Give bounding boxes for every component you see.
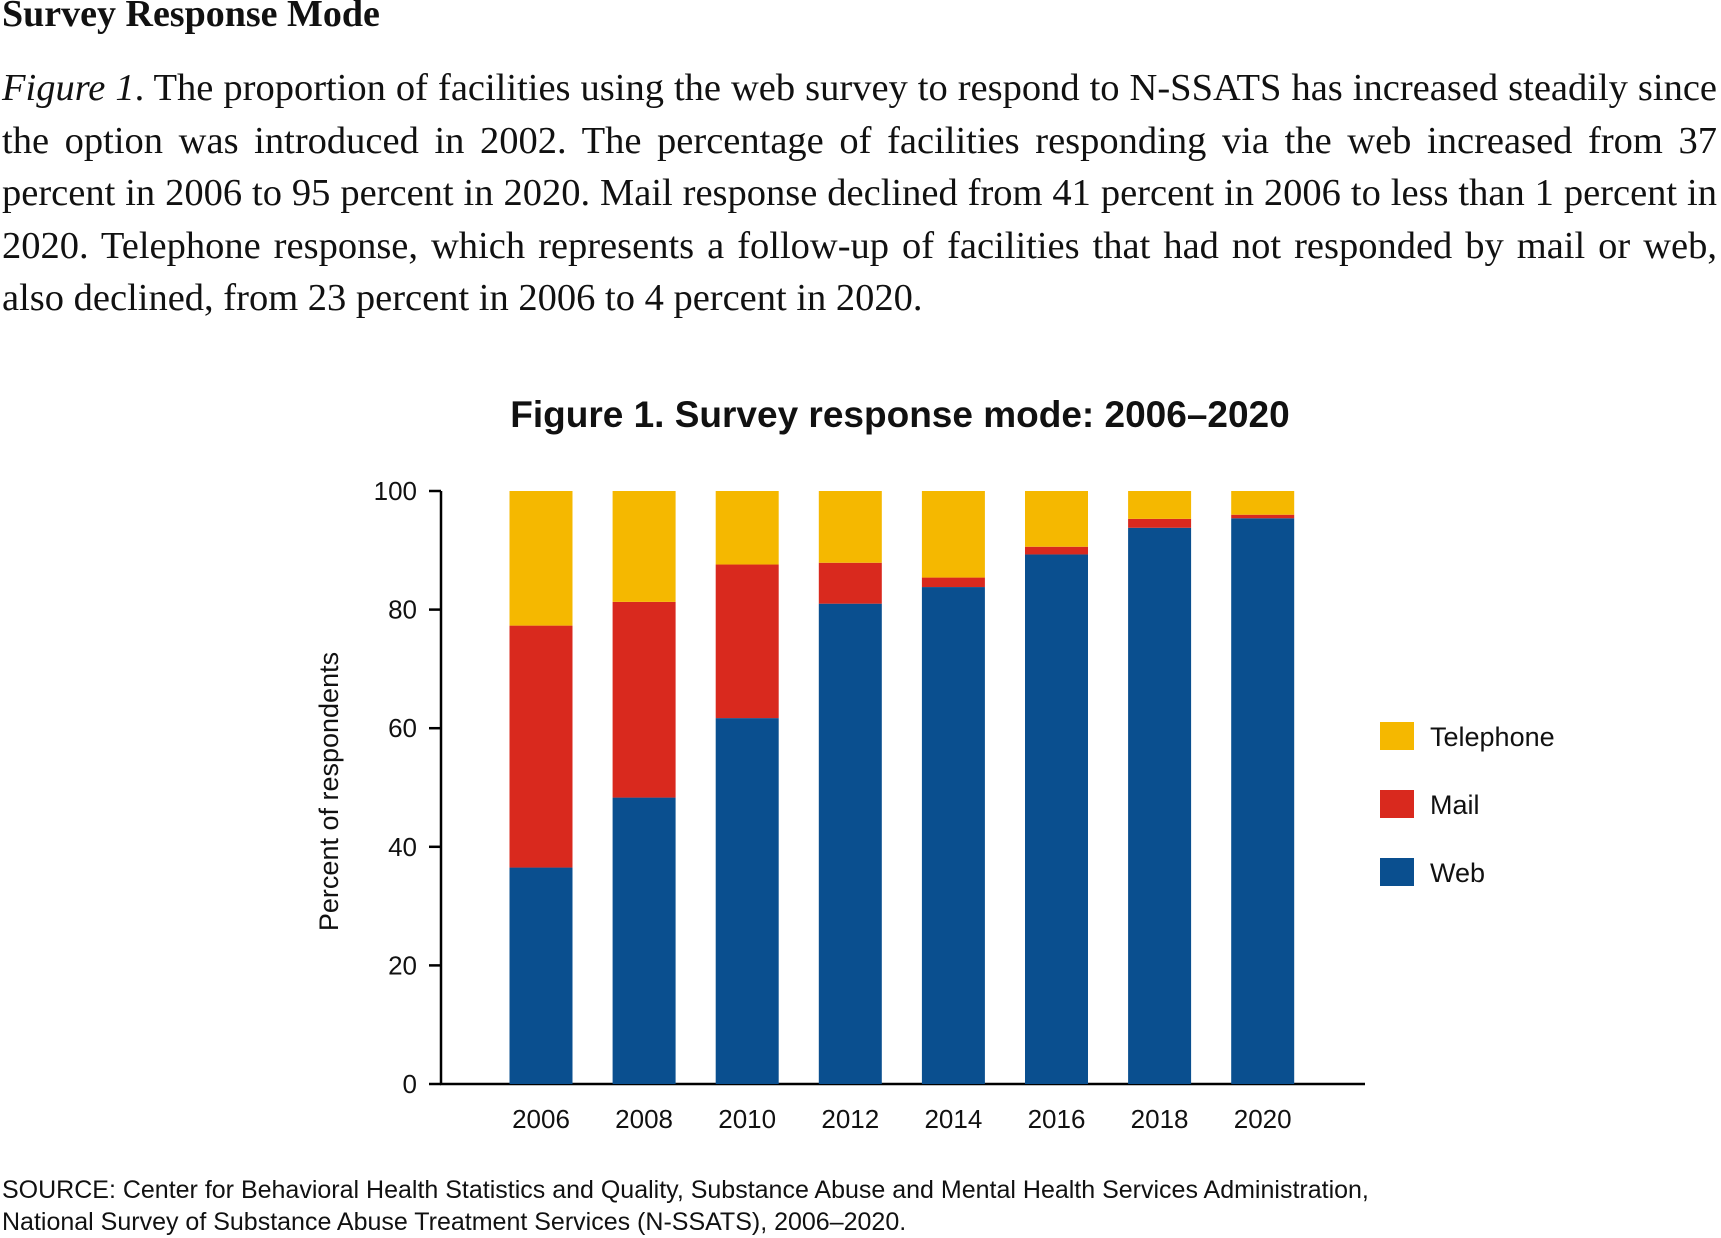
x-tick-label: 2018 (1131, 1104, 1189, 1134)
bar-web-2020 (1231, 518, 1295, 1084)
legend-label-mail: Mail (1430, 790, 1480, 820)
legend-swatch-telephone (1380, 722, 1414, 750)
source-line-2: National Survey of Substance Abuse Treat… (2, 1208, 907, 1236)
bar-web-2006 (509, 867, 573, 1084)
caption-label: Figure 1 (2, 67, 135, 109)
legend-label-web: Web (1430, 858, 1485, 888)
legend-swatch-web (1380, 858, 1414, 886)
caption-text: . The proportion of facilities using the… (2, 67, 1717, 319)
bar-mail-2006 (509, 625, 573, 868)
y-tick-label: 40 (388, 832, 417, 862)
x-tick-label: 2006 (512, 1104, 570, 1134)
bar-web-2010 (715, 718, 779, 1084)
legend-label-telephone: Telephone (1430, 722, 1555, 752)
x-tick-label: 2020 (1234, 1104, 1292, 1134)
bar-telephone-2006 (509, 491, 573, 626)
bar-mail-2018 (1128, 518, 1192, 528)
bar-web-2014 (921, 587, 985, 1084)
bar-web-2016 (1025, 554, 1088, 1084)
x-tick-label: 2016 (1028, 1104, 1086, 1134)
y-tick-label: 80 (388, 595, 417, 625)
bar-telephone-2014 (921, 491, 985, 578)
source-note: SOURCE: Center for Behavioral Health Sta… (2, 1174, 1369, 1238)
bar-mail-2016 (1025, 546, 1088, 555)
bar-telephone-2018 (1128, 491, 1192, 519)
bar-telephone-2016 (1025, 491, 1088, 547)
bar-web-2008 (612, 797, 676, 1084)
bar-mail-2014 (921, 577, 985, 588)
legend-swatch-mail (1380, 790, 1414, 818)
source-line-1: SOURCE: Center for Behavioral Health Sta… (2, 1176, 1369, 1204)
bar-mail-2020 (1231, 514, 1295, 519)
bar-telephone-2010 (715, 491, 779, 565)
y-tick-label: 20 (388, 950, 417, 980)
bar-telephone-2012 (818, 491, 882, 563)
y-tick-label: 60 (388, 713, 417, 743)
bar-web-2018 (1128, 527, 1192, 1084)
y-tick-label: 0 (403, 1069, 417, 1099)
bar-web-2012 (818, 603, 882, 1084)
chart-title: Figure 1. Survey response mode: 2006–202… (510, 394, 1290, 435)
bar-mail-2010 (715, 564, 779, 719)
x-tick-label: 2012 (821, 1104, 879, 1134)
bar-telephone-2020 (1231, 491, 1295, 515)
y-tick-label: 100 (374, 476, 417, 506)
x-tick-label: 2008 (615, 1104, 673, 1134)
y-axis-title: Percent of respondents (314, 652, 344, 931)
bar-mail-2012 (818, 562, 882, 604)
section-heading: Survey Response Mode (2, 0, 380, 35)
bar-mail-2008 (612, 601, 676, 798)
figure-caption: Figure 1. The proportion of facilities u… (2, 62, 1717, 325)
bar-telephone-2008 (612, 491, 676, 602)
x-tick-label: 2010 (718, 1104, 776, 1134)
x-tick-label: 2014 (924, 1104, 982, 1134)
